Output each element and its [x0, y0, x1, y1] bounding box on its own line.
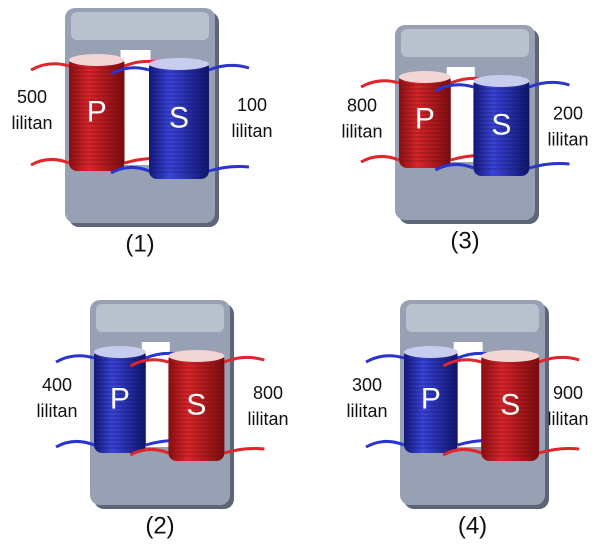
coil-name: P — [87, 95, 107, 128]
coil-name: P — [421, 382, 441, 415]
coil-top — [404, 346, 458, 358]
coil-top — [168, 350, 224, 362]
coil-name: P — [110, 382, 130, 415]
transformer: P S 300 lilitan 900 lilitan (4) — [346, 300, 588, 539]
secondary-unit: lilitan — [247, 409, 288, 429]
secondary-unit: lilitan — [547, 130, 588, 150]
transformer-diagram: P S 500 lilitan 100 lilitan (1) P S 400 lilitan 800… — [0, 0, 598, 548]
transformer-label: (1) — [125, 230, 154, 257]
coil-top — [94, 346, 146, 358]
primary-turns: 300 — [352, 375, 382, 395]
secondary-turns: 800 — [253, 383, 283, 403]
coil-name: S — [169, 101, 189, 134]
transformer: P S 400 lilitan 800 lilitan (2) — [36, 300, 288, 539]
primary-turns: 800 — [347, 96, 377, 116]
primary-unit: lilitan — [341, 122, 382, 142]
secondary-turns: 100 — [237, 95, 267, 115]
core-top — [406, 304, 539, 332]
coil-top — [69, 54, 125, 66]
coil-name: S — [491, 108, 511, 141]
coil-top — [399, 71, 451, 83]
core-top — [71, 12, 209, 40]
coil-top — [481, 350, 539, 362]
coil-name: S — [500, 388, 520, 421]
transformer-label: (4) — [458, 512, 487, 539]
secondary-unit: lilitan — [231, 121, 272, 141]
coil-name: P — [415, 102, 435, 135]
coil-top — [149, 58, 209, 70]
secondary-turns: 200 — [553, 104, 583, 124]
coil-top — [473, 75, 529, 87]
primary-turns: 500 — [17, 87, 47, 107]
primary-unit: lilitan — [36, 401, 77, 421]
coil-name: S — [186, 388, 206, 421]
secondary-turns: 900 — [553, 383, 583, 403]
core-top — [96, 304, 224, 332]
transformer-label: (3) — [450, 227, 479, 254]
transformer: P S 800 lilitan 200 lilitan (3) — [341, 25, 588, 254]
transformer: P S 500 lilitan 100 lilitan (1) — [11, 8, 272, 257]
primary-turns: 400 — [42, 375, 72, 395]
core-top — [401, 29, 529, 57]
primary-unit: lilitan — [346, 401, 387, 421]
secondary-unit: lilitan — [547, 409, 588, 429]
transformer-label: (2) — [145, 512, 174, 539]
primary-unit: lilitan — [11, 113, 52, 133]
